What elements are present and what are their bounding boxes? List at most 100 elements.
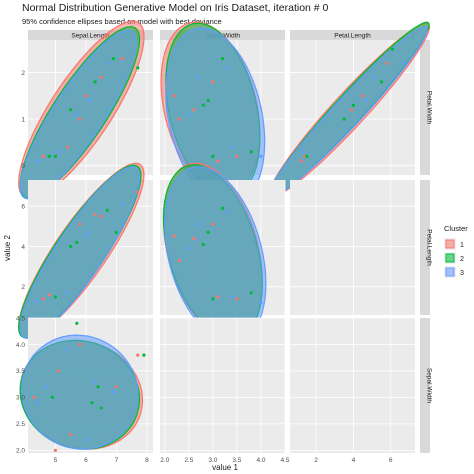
data-point: [220, 57, 225, 61]
panel: [17, 162, 153, 339]
data-point: [47, 293, 51, 297]
x-tick-label: 6: [84, 457, 88, 464]
x-tick-label: 4: [352, 457, 356, 464]
data-point: [69, 108, 73, 112]
data-point: [177, 259, 181, 263]
panel-grid: Sepal.Length Sepal.Width Petal.Length Petal…: [16, 20, 433, 464]
data-point: [235, 297, 239, 301]
data-point: [120, 57, 125, 61]
data-point: [47, 154, 51, 158]
legend-label: 1: [460, 242, 464, 249]
data-point: [99, 406, 103, 410]
column-strip-label: Sepal.Length: [71, 33, 110, 40]
row-strip: [420, 180, 430, 315]
data-point: [342, 117, 346, 121]
y-tick-label: 2.5: [16, 421, 25, 428]
y-tick-label: 2: [21, 284, 25, 291]
row-strip-label: Sepal.Width: [426, 368, 433, 403]
data-point: [87, 230, 91, 234]
data-point: [201, 242, 205, 247]
data-point: [402, 61, 406, 65]
data-point: [105, 61, 109, 65]
y-tick-label: 4.0: [16, 342, 25, 349]
x-tick-label: 2.0: [160, 457, 169, 464]
data-point: [50, 395, 55, 399]
legend-title: Cluster: [444, 224, 468, 233]
data-point: [114, 385, 118, 389]
data-point: [78, 117, 82, 121]
data-point: [177, 117, 181, 121]
panel: [160, 162, 286, 343]
data-point: [136, 66, 140, 70]
data-point: [32, 395, 36, 399]
data-point: [235, 154, 239, 158]
data-point: [391, 47, 395, 51]
legend-key-1: [445, 239, 455, 249]
data-point: [41, 154, 45, 158]
panel: [19, 317, 153, 453]
data-point: [259, 154, 263, 158]
x-tick-label: 3.5: [232, 457, 241, 464]
data-point: [84, 94, 88, 98]
panel-background: [160, 318, 285, 453]
data-point: [53, 154, 58, 158]
data-point: [211, 80, 215, 84]
data-point: [201, 103, 205, 107]
data-point: [41, 297, 45, 301]
data-point: [35, 299, 39, 303]
data-point: [385, 61, 389, 65]
data-point: [66, 291, 70, 295]
data-point: [78, 342, 82, 347]
data-point: [84, 438, 88, 442]
y-tick-label: 2: [21, 70, 25, 77]
data-point: [56, 369, 61, 373]
data-point: [136, 353, 140, 357]
data-point: [90, 401, 94, 405]
panel: [160, 21, 286, 207]
data-point: [136, 190, 140, 194]
data-point: [230, 145, 234, 149]
data-point: [69, 244, 73, 249]
data-point: [192, 108, 196, 112]
data-point: [249, 291, 253, 295]
data-point: [211, 222, 215, 226]
data-point: [196, 222, 201, 226]
data-point: [361, 94, 365, 98]
chart-subtitle: 95% confidence ellipses based on model w…: [22, 17, 222, 26]
data-point: [379, 80, 383, 84]
data-point: [75, 112, 79, 117]
y-tick-label: 4.5: [16, 315, 25, 322]
data-point: [206, 98, 210, 103]
x-tick-label: 2: [314, 457, 318, 464]
data-point: [75, 321, 79, 325]
row-strip-label: Petal.Width: [426, 91, 433, 125]
data-point: [114, 230, 118, 234]
panel-background: [290, 180, 415, 315]
data-point: [299, 159, 303, 163]
data-point: [216, 295, 220, 299]
y-tick-label: 0: [21, 163, 25, 170]
data-point: [225, 66, 229, 70]
data-point: [192, 236, 196, 240]
legend-label: 3: [460, 270, 464, 277]
panel: [267, 21, 431, 199]
row-strip: [420, 40, 430, 175]
x-tick-label: 5: [54, 457, 58, 464]
column-strip-label: Petal.Length: [334, 33, 371, 40]
data-point: [206, 230, 210, 234]
data-point: [78, 222, 82, 226]
x-tick-label: 6: [389, 457, 393, 464]
data-point: [84, 234, 88, 238]
panel: [290, 317, 415, 453]
data-point: [211, 297, 215, 301]
data-point: [99, 214, 103, 218]
x-tick-label: 2.5: [184, 457, 193, 464]
data-point: [350, 108, 354, 112]
x-axis-title: value 1: [212, 463, 238, 472]
y-tick-label: 2.0: [16, 448, 25, 455]
column-strip: [290, 30, 415, 40]
y-tick-label: 3.0: [16, 395, 25, 402]
data-point: [211, 154, 215, 158]
data-point: [93, 212, 97, 216]
data-point: [364, 98, 369, 103]
